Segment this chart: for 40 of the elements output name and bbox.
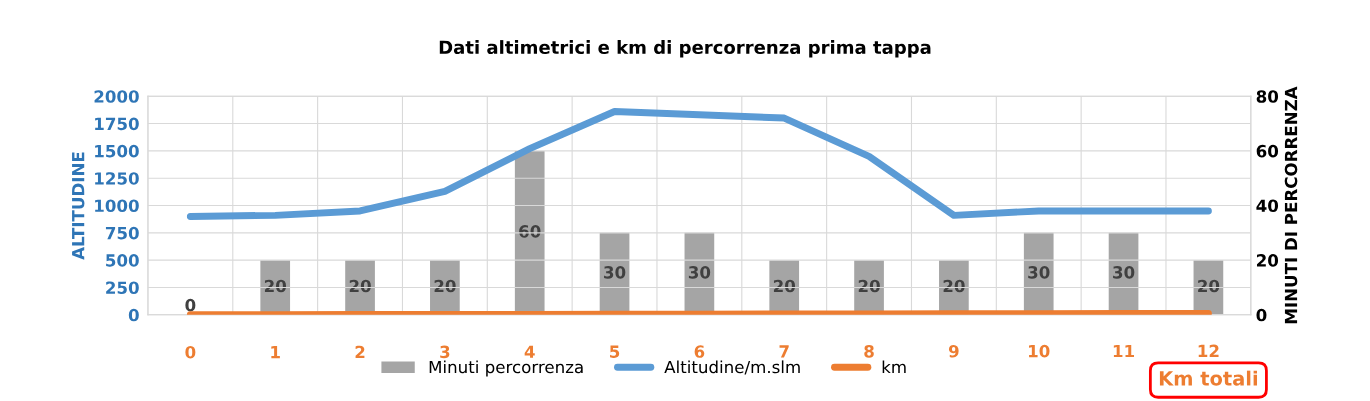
y-tick-label: 1250 <box>95 172 139 185</box>
data-label: 30 <box>604 266 626 279</box>
y2-tick-label: 40 <box>1256 199 1279 213</box>
data-label: 30 <box>688 266 711 279</box>
data-label: 2 <box>355 345 365 359</box>
y2-axis-title: MINUTI DI PERCORRENZA <box>1284 86 1298 324</box>
data-label: 60 <box>519 225 541 238</box>
data-label: 30 <box>1113 266 1135 279</box>
data-label: 5 <box>610 345 620 358</box>
data-label: 1 <box>271 346 280 359</box>
legend-label: km <box>882 360 906 374</box>
data-label: 7 <box>779 345 789 358</box>
y-tick-label: 1000 <box>95 199 139 213</box>
legend-label: Minuti percorrenza <box>429 360 583 377</box>
y2-tick-label: 20 <box>1256 254 1279 267</box>
data-label: 12 <box>1198 344 1219 357</box>
y-tick-label: 1750 <box>95 117 139 131</box>
data-label: 8 <box>864 345 874 358</box>
data-label: 0 <box>185 298 196 312</box>
data-label: 0 <box>185 345 196 359</box>
data-label: 3 <box>440 345 450 359</box>
y-tick-label: 0 <box>128 308 139 322</box>
y-axis-title: ALTITUDINE <box>72 152 85 260</box>
data-label: 9 <box>948 344 959 358</box>
data-label: 30 <box>1028 266 1050 279</box>
y-tick-label: 750 <box>105 226 139 240</box>
text: Km totali <box>1159 370 1258 386</box>
y-tick-label: 250 <box>106 281 139 295</box>
y2-tick-label: 80 <box>1256 90 1279 103</box>
y2-tick-label: 60 <box>1256 144 1279 158</box>
data-label: 4 <box>524 345 535 358</box>
y2-tick-label: 0 <box>1256 308 1267 322</box>
y-tick-label: 2000 <box>94 90 139 103</box>
data-label: 6 <box>694 345 705 358</box>
chart-title: Dati altimetrici e km di percorrenza prima tappa <box>439 40 931 58</box>
legend-label: Altitudine/m.slm <box>664 360 800 375</box>
y-tick-label: 500 <box>106 254 139 267</box>
y-tick-label: 1500 <box>95 144 139 158</box>
data-label: 10 <box>1029 344 1050 358</box>
data-label: 11 <box>1113 344 1135 358</box>
